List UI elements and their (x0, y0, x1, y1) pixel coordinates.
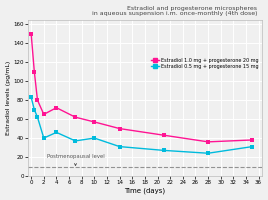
Y-axis label: Estradiol levels (pg/mL): Estradiol levels (pg/mL) (6, 61, 10, 135)
Legend: Estradiol 1.0 mg + progesterone 20 mg, Estradiol 0.5 mg + progesterone 15 mg: Estradiol 1.0 mg + progesterone 20 mg, E… (151, 57, 259, 70)
Text: Postmenopausal level: Postmenopausal level (47, 154, 105, 166)
X-axis label: Time (days): Time (days) (124, 188, 165, 194)
Text: Estradiol and progesterone microspheres
in aqueous suspension i.m. once-monthly : Estradiol and progesterone microspheres … (92, 6, 257, 16)
